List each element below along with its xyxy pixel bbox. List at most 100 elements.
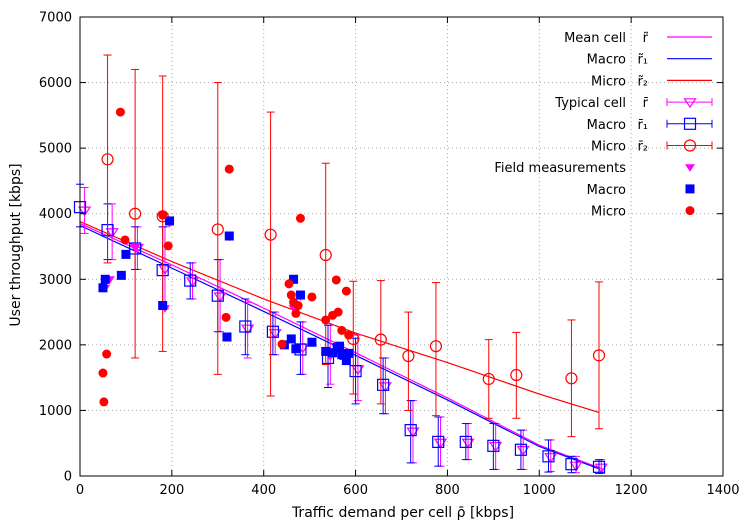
- legend-label: Macro: [587, 183, 626, 198]
- data-point: [222, 332, 232, 342]
- series-errorbar-circle-5: [101, 54, 606, 438]
- y-tick-label: 1000: [39, 404, 72, 419]
- data-point: [592, 460, 606, 473]
- x-tick-label: 200: [159, 483, 184, 498]
- data-point: [221, 312, 231, 322]
- data-point: [402, 349, 415, 363]
- data-point: [341, 356, 351, 366]
- data-point: [565, 372, 578, 385]
- data-point: [429, 340, 443, 353]
- legend-label: Micro: [591, 74, 626, 89]
- data-point: [130, 244, 141, 253]
- data-point: [165, 216, 175, 226]
- data-point: [99, 397, 109, 407]
- data-point: [121, 249, 131, 259]
- legend-label: Macro: [587, 118, 626, 133]
- data-point: [542, 450, 555, 463]
- data-point: [293, 301, 303, 311]
- data-point: [295, 290, 305, 300]
- data-point: [374, 333, 387, 346]
- legend-marker: [683, 98, 697, 109]
- y-tick-label: 5000: [39, 142, 72, 157]
- data-point: [158, 210, 168, 220]
- data-point: [432, 435, 445, 449]
- legend-marker: [685, 206, 695, 216]
- legend-label: Field measurements: [494, 161, 626, 176]
- data-point: [105, 228, 119, 239]
- data-point: [337, 325, 347, 335]
- series-layer: [73, 54, 608, 474]
- series-filled-circle-8: [98, 107, 354, 407]
- data-point: [286, 334, 296, 344]
- x-tick-label: 0: [76, 483, 84, 498]
- series-line-2: [79, 221, 600, 413]
- data-point: [158, 301, 168, 311]
- legend-marker: [685, 164, 695, 172]
- data-point: [514, 443, 528, 456]
- data-point: [341, 286, 351, 296]
- data-point: [163, 241, 173, 251]
- data-point: [101, 153, 114, 166]
- x-tick-label: 800: [435, 483, 460, 498]
- legend-marker: [683, 117, 697, 130]
- y-tick-label: 2000: [39, 338, 72, 353]
- data-point: [284, 279, 294, 289]
- y-tick-label: 0: [64, 470, 72, 485]
- series-filled-square-7: [98, 216, 354, 366]
- data-point: [224, 231, 234, 241]
- data-point: [321, 346, 331, 356]
- x-tick-label: 400: [251, 483, 276, 498]
- data-point: [349, 364, 362, 378]
- curve-line: [79, 221, 600, 413]
- legend-entry: Field measurements: [494, 161, 695, 176]
- data-point: [266, 325, 279, 338]
- legend-symbol: r̃: [643, 31, 649, 46]
- data-point: [487, 439, 500, 452]
- legend-label: Micro: [591, 140, 626, 155]
- data-point: [116, 270, 126, 280]
- legend-entry: Typical cell r̄: [554, 96, 713, 111]
- data-point: [307, 337, 317, 347]
- data-point: [510, 368, 523, 382]
- data-point: [98, 283, 108, 293]
- data-point: [482, 372, 495, 386]
- legend-entry: Macro r̃₁: [587, 53, 712, 68]
- data-point: [295, 213, 305, 223]
- axis-ticks: 0 200 400 600 800 1000 1200 1400 0 1000 2000 3000 40…: [39, 11, 740, 499]
- legend-entry: Micro r̄₂: [591, 139, 713, 155]
- legend-symbol: r̄₁: [637, 118, 648, 133]
- legend-entry: Macro r̄₁: [587, 117, 713, 133]
- data-point: [291, 308, 301, 318]
- legend-symbol: r̄: [643, 96, 649, 111]
- data-point: [211, 223, 224, 236]
- data-point: [339, 350, 349, 360]
- data-point: [98, 368, 108, 378]
- data-point: [459, 435, 472, 449]
- data-point: [77, 206, 92, 217]
- data-point: [224, 164, 234, 174]
- data-point: [565, 458, 578, 471]
- legend-symbol: r̃₂: [637, 74, 648, 89]
- y-tick-label: 7000: [39, 11, 72, 26]
- data-point: [289, 274, 299, 284]
- data-point: [239, 320, 252, 333]
- data-point: [264, 228, 277, 241]
- x-axis-label: Traffic demand per cell ρ̄ [kbps]: [291, 505, 514, 521]
- x-tick-label: 1000: [523, 483, 556, 498]
- legend-marker: [685, 184, 695, 194]
- data-point: [286, 290, 296, 300]
- legend-label: Mean cell: [564, 31, 626, 46]
- y-tick-label: 6000: [39, 76, 72, 91]
- data-point: [115, 107, 125, 117]
- x-tick-label: 1400: [706, 483, 739, 498]
- legend-entry: Macro: [587, 183, 695, 198]
- legend-label: Typical cell: [554, 96, 626, 111]
- data-point: [319, 248, 332, 262]
- legend-entry: Micro r̃₂: [591, 74, 712, 89]
- data-point: [569, 461, 583, 472]
- series-errorbar-square-4: [73, 183, 606, 474]
- data-point: [102, 349, 112, 359]
- data-point: [334, 341, 344, 351]
- legend-entry: Micro: [591, 205, 695, 220]
